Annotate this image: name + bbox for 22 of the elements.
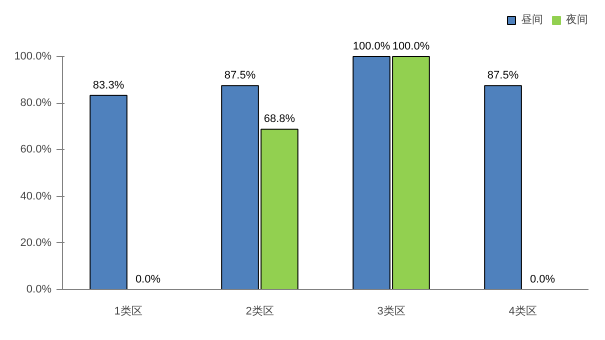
x-tick-label: 3类区 — [377, 304, 406, 318]
data-label: 68.8% — [264, 113, 296, 126]
x-tick-label: 1类区 — [114, 304, 142, 318]
bar — [484, 85, 522, 290]
y-tick-label: 20.0% — [20, 236, 52, 249]
x-tick-label: 2类区 — [246, 304, 274, 318]
x-tick-label: 4类区 — [508, 304, 537, 318]
y-tick-label: 0.0% — [26, 284, 52, 296]
data-label: 100.0% — [352, 40, 390, 52]
data-label: 87.5% — [224, 70, 256, 82]
y-tick-label: 60.0% — [20, 144, 52, 156]
y-tick-label: 100.0% — [14, 50, 52, 62]
data-label: 0.0% — [530, 274, 556, 286]
y-tick-label: 80.0% — [20, 97, 52, 110]
legend-label: 昼间 — [521, 13, 543, 27]
bar — [90, 94, 128, 290]
legend-label: 夜间 — [566, 12, 588, 27]
data-label: 83.3% — [92, 79, 124, 92]
y-tick-label: 40.0% — [20, 190, 52, 202]
data-label: 87.5% — [487, 70, 519, 82]
data-label: 0.0% — [135, 274, 161, 286]
data-label: 100.0% — [392, 40, 430, 52]
